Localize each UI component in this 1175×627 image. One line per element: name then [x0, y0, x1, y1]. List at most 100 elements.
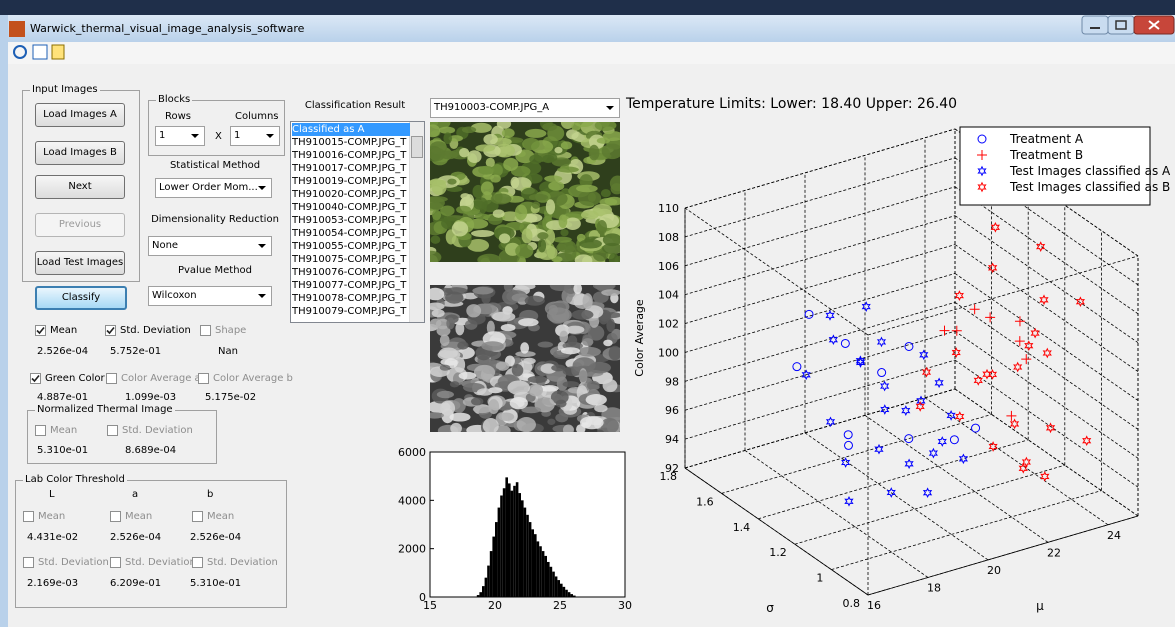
- data-point: [845, 497, 852, 505]
- data-point: [881, 405, 888, 413]
- leaf: [522, 228, 533, 243]
- leaf: [561, 347, 580, 354]
- leaf: [518, 318, 538, 326]
- app-window: 1520253002000400060009294969810010210410…: [0, 0, 1175, 627]
- data-point: [1037, 242, 1044, 250]
- list-item[interactable]: TH910076-COMP.JPG_T: [292, 266, 410, 279]
- minimize-button[interactable]: [1082, 16, 1108, 34]
- grid-line: [865, 415, 1048, 542]
- feature-value: 6.209e-01: [110, 577, 161, 590]
- legend-label: Test Images classified as B: [1009, 180, 1170, 194]
- data-point: [878, 338, 885, 346]
- list-item[interactable]: TH910075-COMP.JPG_T: [292, 253, 410, 266]
- data-point: [953, 348, 960, 356]
- grid-line: [955, 245, 1138, 372]
- leaf: [432, 210, 441, 221]
- leaf: [528, 384, 543, 396]
- data-point: [830, 336, 837, 344]
- leaf: [547, 419, 555, 425]
- hist-bar: [529, 522, 532, 597]
- leaf: [474, 365, 495, 380]
- leaf: [565, 245, 577, 261]
- y-tick-label: 1.4: [733, 521, 751, 534]
- grid-line: [685, 245, 955, 324]
- list-item[interactable]: TH910020-COMP.JPG_T: [292, 188, 410, 201]
- feature-value: 5.310e-01: [37, 444, 88, 457]
- list-item[interactable]: TH910017-COMP.JPG_T: [292, 162, 410, 175]
- feature-value: 5.752e-01: [110, 345, 161, 358]
- checkbox-label: Mean: [125, 510, 152, 523]
- legend-label: Test Images classified as A: [1009, 164, 1171, 178]
- leaf: [504, 281, 513, 292]
- leaf: [483, 418, 499, 434]
- data-point: [863, 302, 870, 310]
- grid-line: [685, 273, 955, 352]
- leaf: [553, 237, 572, 243]
- pvalue-dropdown[interactable]: Wilcoxon: [148, 286, 272, 306]
- leaf: [512, 364, 524, 376]
- grid-line: [805, 433, 988, 560]
- data-point: [1083, 437, 1090, 445]
- leaf: [566, 326, 584, 334]
- legend-tool[interactable]: [52, 45, 64, 59]
- list-item[interactable]: TH910015-COMP.JPG_T: [292, 136, 410, 149]
- button[interactable]: Load Images A: [35, 103, 125, 127]
- leaf: [467, 150, 481, 163]
- button[interactable]: Load Images B: [35, 141, 125, 165]
- data-point: [827, 418, 834, 426]
- leaf: [456, 206, 471, 214]
- list-item[interactable]: TH910054-COMP.JPG_T: [292, 227, 410, 240]
- checkbox[interactable]: [105, 325, 116, 336]
- grid-line: [685, 360, 955, 439]
- leaf: [432, 309, 445, 317]
- list-item[interactable]: TH910079-COMP.JPG_T: [292, 305, 410, 318]
- checkbox[interactable]: [30, 373, 41, 384]
- list-item[interactable]: Classified as A: [292, 123, 410, 136]
- statistical-method-dropdown[interactable]: Lower Order Mom...: [155, 178, 272, 198]
- classify-button[interactable]: Classify: [35, 286, 127, 310]
- checkbox: [192, 557, 203, 568]
- leaf: [455, 322, 464, 335]
- button[interactable]: Load Test Images: [35, 251, 125, 275]
- data-point: [985, 312, 995, 322]
- scroll-thumb[interactable]: [411, 136, 423, 158]
- maximize-button[interactable]: [1108, 16, 1134, 34]
- grid-line: [955, 187, 1138, 314]
- hist-bar: [477, 595, 480, 597]
- leaf: [501, 324, 516, 331]
- hist-bar: [537, 541, 540, 597]
- list-item[interactable]: TH910040-COMP.JPG_T: [292, 201, 410, 214]
- data-point: [948, 411, 955, 419]
- leaf: [515, 283, 536, 290]
- list-item[interactable]: TH910078-COMP.JPG_T: [292, 292, 410, 305]
- checkbox: [110, 557, 121, 568]
- leaf: [550, 280, 571, 291]
- list-item[interactable]: TH910016-COMP.JPG_T: [292, 149, 410, 162]
- hist-bar: [531, 529, 534, 597]
- hist-bar: [568, 592, 571, 597]
- list-item[interactable]: TH910053-COMP.JPG_T: [292, 214, 410, 227]
- leaf: [517, 417, 536, 432]
- checkbox[interactable]: [35, 325, 46, 336]
- button[interactable]: Next: [35, 175, 125, 199]
- list-item[interactable]: TH910077-COMP.JPG_T: [292, 279, 410, 292]
- data-point: [972, 424, 980, 432]
- list-item[interactable]: TH910055-COMP.JPG_T: [292, 240, 410, 253]
- checkbox-label: Green Color: [45, 372, 105, 385]
- axis-line: [868, 516, 1138, 595]
- list-item[interactable]: TH910019-COMP.JPG_T: [292, 175, 410, 188]
- x-tick-label: 20: [987, 564, 1001, 577]
- leaf: [563, 424, 574, 435]
- grid-line: [955, 302, 1138, 429]
- leaf: [578, 190, 601, 206]
- dimensionality-dropdown[interactable]: None: [148, 236, 272, 256]
- feature-value: 2.526e-04: [110, 531, 161, 544]
- image-dropdown[interactable]: TH910003-COMP.JPG_A: [430, 98, 620, 118]
- y-tick-label: 1: [816, 572, 823, 585]
- data-point: [940, 326, 950, 336]
- legend-label: Treatment B: [1009, 148, 1083, 162]
- datatip-tool[interactable]: [33, 45, 47, 59]
- grid-line: [685, 331, 955, 410]
- leaf: [499, 233, 510, 243]
